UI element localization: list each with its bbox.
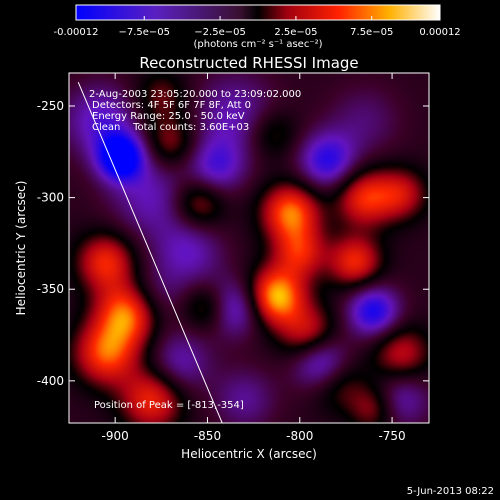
x-axis-ticks: -900 -850 -800 -750 xyxy=(102,73,406,443)
x-axis-label: Heliocentric X (arcsec) xyxy=(181,447,317,461)
y-tick-label: -300 xyxy=(37,191,64,205)
solar-limb-line xyxy=(77,81,223,423)
colorbar-ticks: -0.00012 −7.5e−05 −2.5e−05 2.5e−05 7.5e−05 0.… xyxy=(54,16,461,38)
colorbar-tick-label: 0.00012 xyxy=(419,27,460,38)
y-axis-label: Heliocentric Y (arcsec) xyxy=(14,181,28,316)
y-tick-label: -350 xyxy=(37,282,64,296)
colorbar-tick-label: −7.5e−05 xyxy=(118,27,170,38)
y-axis-ticks: -250 -300 -350 -400 xyxy=(37,99,429,388)
annotation-block: 2-Aug-2003 23:05:20.000 to 23:09:02.000 … xyxy=(89,89,301,133)
y-tick-label: -250 xyxy=(37,99,64,113)
footer-date: 5-Jun-2013 08:22 xyxy=(407,486,494,497)
annotation-energy-range: Energy Range: 25.0 - 50.0 keV xyxy=(92,111,245,122)
colorbar-tick-label: -0.00012 xyxy=(54,27,99,38)
colorbar-tick-label: 2.5e−05 xyxy=(274,27,317,38)
heatmap-image xyxy=(69,73,429,423)
colorbar-tick-label: 7.5e−05 xyxy=(350,27,393,38)
colorbar-gradient xyxy=(75,4,441,21)
annotation-time-range: 2-Aug-2003 23:05:20.000 to 23:09:02.000 xyxy=(89,89,301,100)
heatmap-raster xyxy=(69,73,429,423)
colorbar: -0.00012 −7.5e−05 −2.5e−05 2.5e−05 7.5e−05 0.… xyxy=(54,4,461,50)
colorbar-unit-label: (photons cm⁻² s⁻¹ asec⁻²) xyxy=(193,39,322,50)
x-tick-label: -800 xyxy=(286,429,313,443)
x-tick-label: -850 xyxy=(194,429,221,443)
annotation-clean-counts: Clean Total counts: 3.60E+03 xyxy=(92,122,249,133)
x-tick-label: -900 xyxy=(102,429,129,443)
y-tick-label: -400 xyxy=(37,374,64,388)
peak-position-label: Position of Peak = [-813,-354] xyxy=(94,400,244,411)
colorbar-tick-label: −2.5e−05 xyxy=(194,27,246,38)
plot-frame xyxy=(68,72,430,424)
x-tick-label: -750 xyxy=(378,429,405,443)
annotation-detectors: Detectors: 4F 5F 6F 7F 8F, Att 0 xyxy=(92,100,251,111)
chart-title: Reconstructed RHESSI Image xyxy=(139,54,358,72)
